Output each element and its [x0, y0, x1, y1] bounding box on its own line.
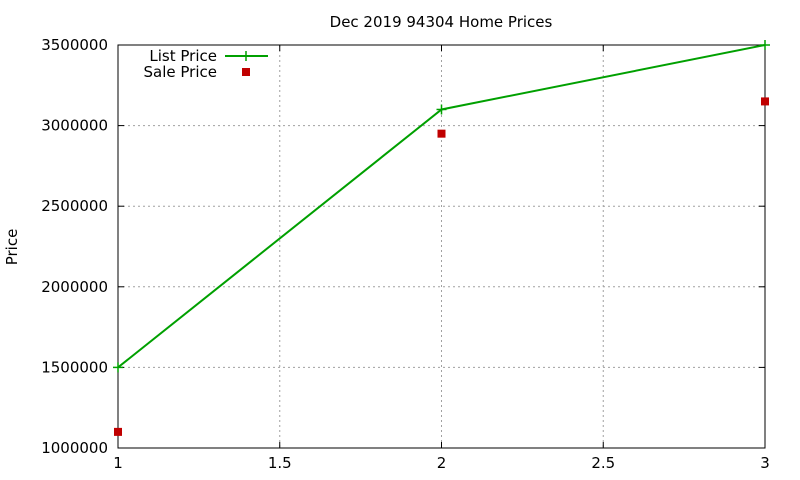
x-tick-label: 2.5 — [591, 454, 615, 472]
sale-price-point — [437, 129, 446, 138]
chart-title: Dec 2019 94304 Home Prices — [330, 13, 553, 31]
list-price-point — [760, 40, 770, 50]
sale-price-point — [761, 97, 769, 106]
x-tick-label: 1.5 — [268, 454, 292, 472]
y-axis-label: Price — [3, 229, 21, 266]
y-tick-label: 1500000 — [41, 358, 108, 376]
legend-label: List Price — [149, 47, 217, 65]
list-price-point — [113, 362, 123, 373]
grid — [118, 45, 765, 448]
y-tick-label: 2500000 — [41, 197, 108, 215]
x-tick-label: 1 — [113, 454, 123, 472]
y-tick-label: 3500000 — [41, 36, 108, 54]
legend-square-sample — [242, 68, 250, 76]
y-tick-label: 3000000 — [41, 117, 108, 135]
legend-label: Sale Price — [144, 63, 217, 81]
y-tick-label: 1000000 — [41, 439, 108, 457]
y-tick-label: 2000000 — [41, 278, 108, 296]
plot-frame — [117, 44, 766, 449]
x-tick-label: 2 — [437, 454, 447, 472]
axis-ticks: 1000000 1500000 2000000 2500000 3000000 35000… — [41, 36, 770, 472]
x-tick-label: 3 — [760, 454, 770, 472]
sale-price-point — [114, 427, 122, 436]
list-price-point — [436, 104, 447, 115]
series-layer — [113, 40, 770, 436]
